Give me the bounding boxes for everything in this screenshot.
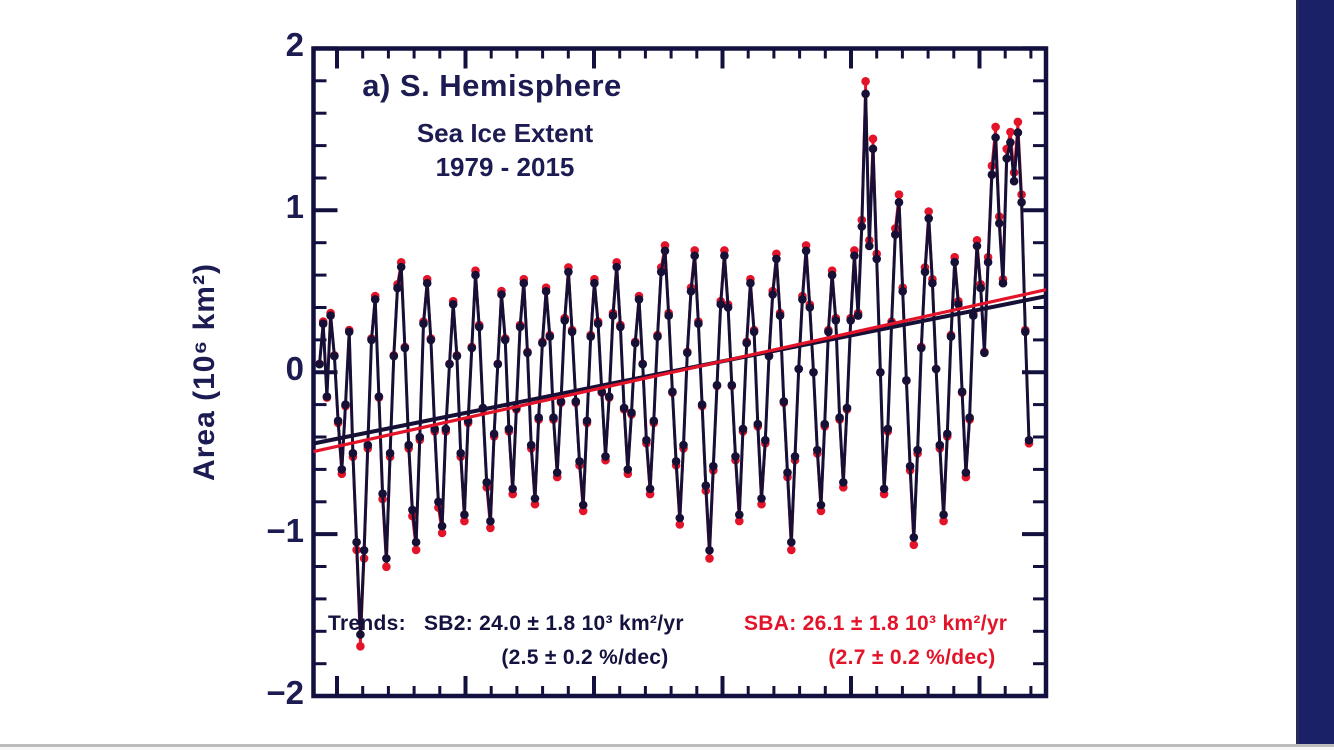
- y-axis-label: Area (10⁶ km²): [188, 263, 221, 481]
- y-tick-label: 2: [285, 26, 304, 64]
- chart-title: a) S. Hemisphere: [362, 68, 622, 103]
- bottom-border-line: [0, 744, 1334, 747]
- right-navy-band: [1296, 0, 1334, 750]
- y-tick-label: 0: [285, 350, 304, 388]
- y-tick-label: −2: [266, 674, 304, 712]
- sb2-trend-text-line1: SB2: 24.0 ± 1.8 10³ km²/yr: [424, 612, 684, 635]
- y-tick-label: 1: [285, 188, 304, 226]
- sba-trend-text-line2: (2.7 ± 0.2 %/dec): [828, 646, 996, 669]
- sba-trend-text-line1: SBA: 26.1 ± 1.8 10³ km²/yr: [744, 612, 1008, 635]
- bottom-edge-strip: [0, 747, 1334, 750]
- trends-label: Trends:: [328, 612, 406, 635]
- chart-period: 1979 - 2015: [435, 152, 575, 182]
- y-tick-label: −1: [266, 512, 304, 550]
- chart-subtitle: Sea Ice Extent: [416, 118, 594, 148]
- sb2-trend-text-line2: (2.5 ± 0.2 %/dec): [501, 646, 669, 669]
